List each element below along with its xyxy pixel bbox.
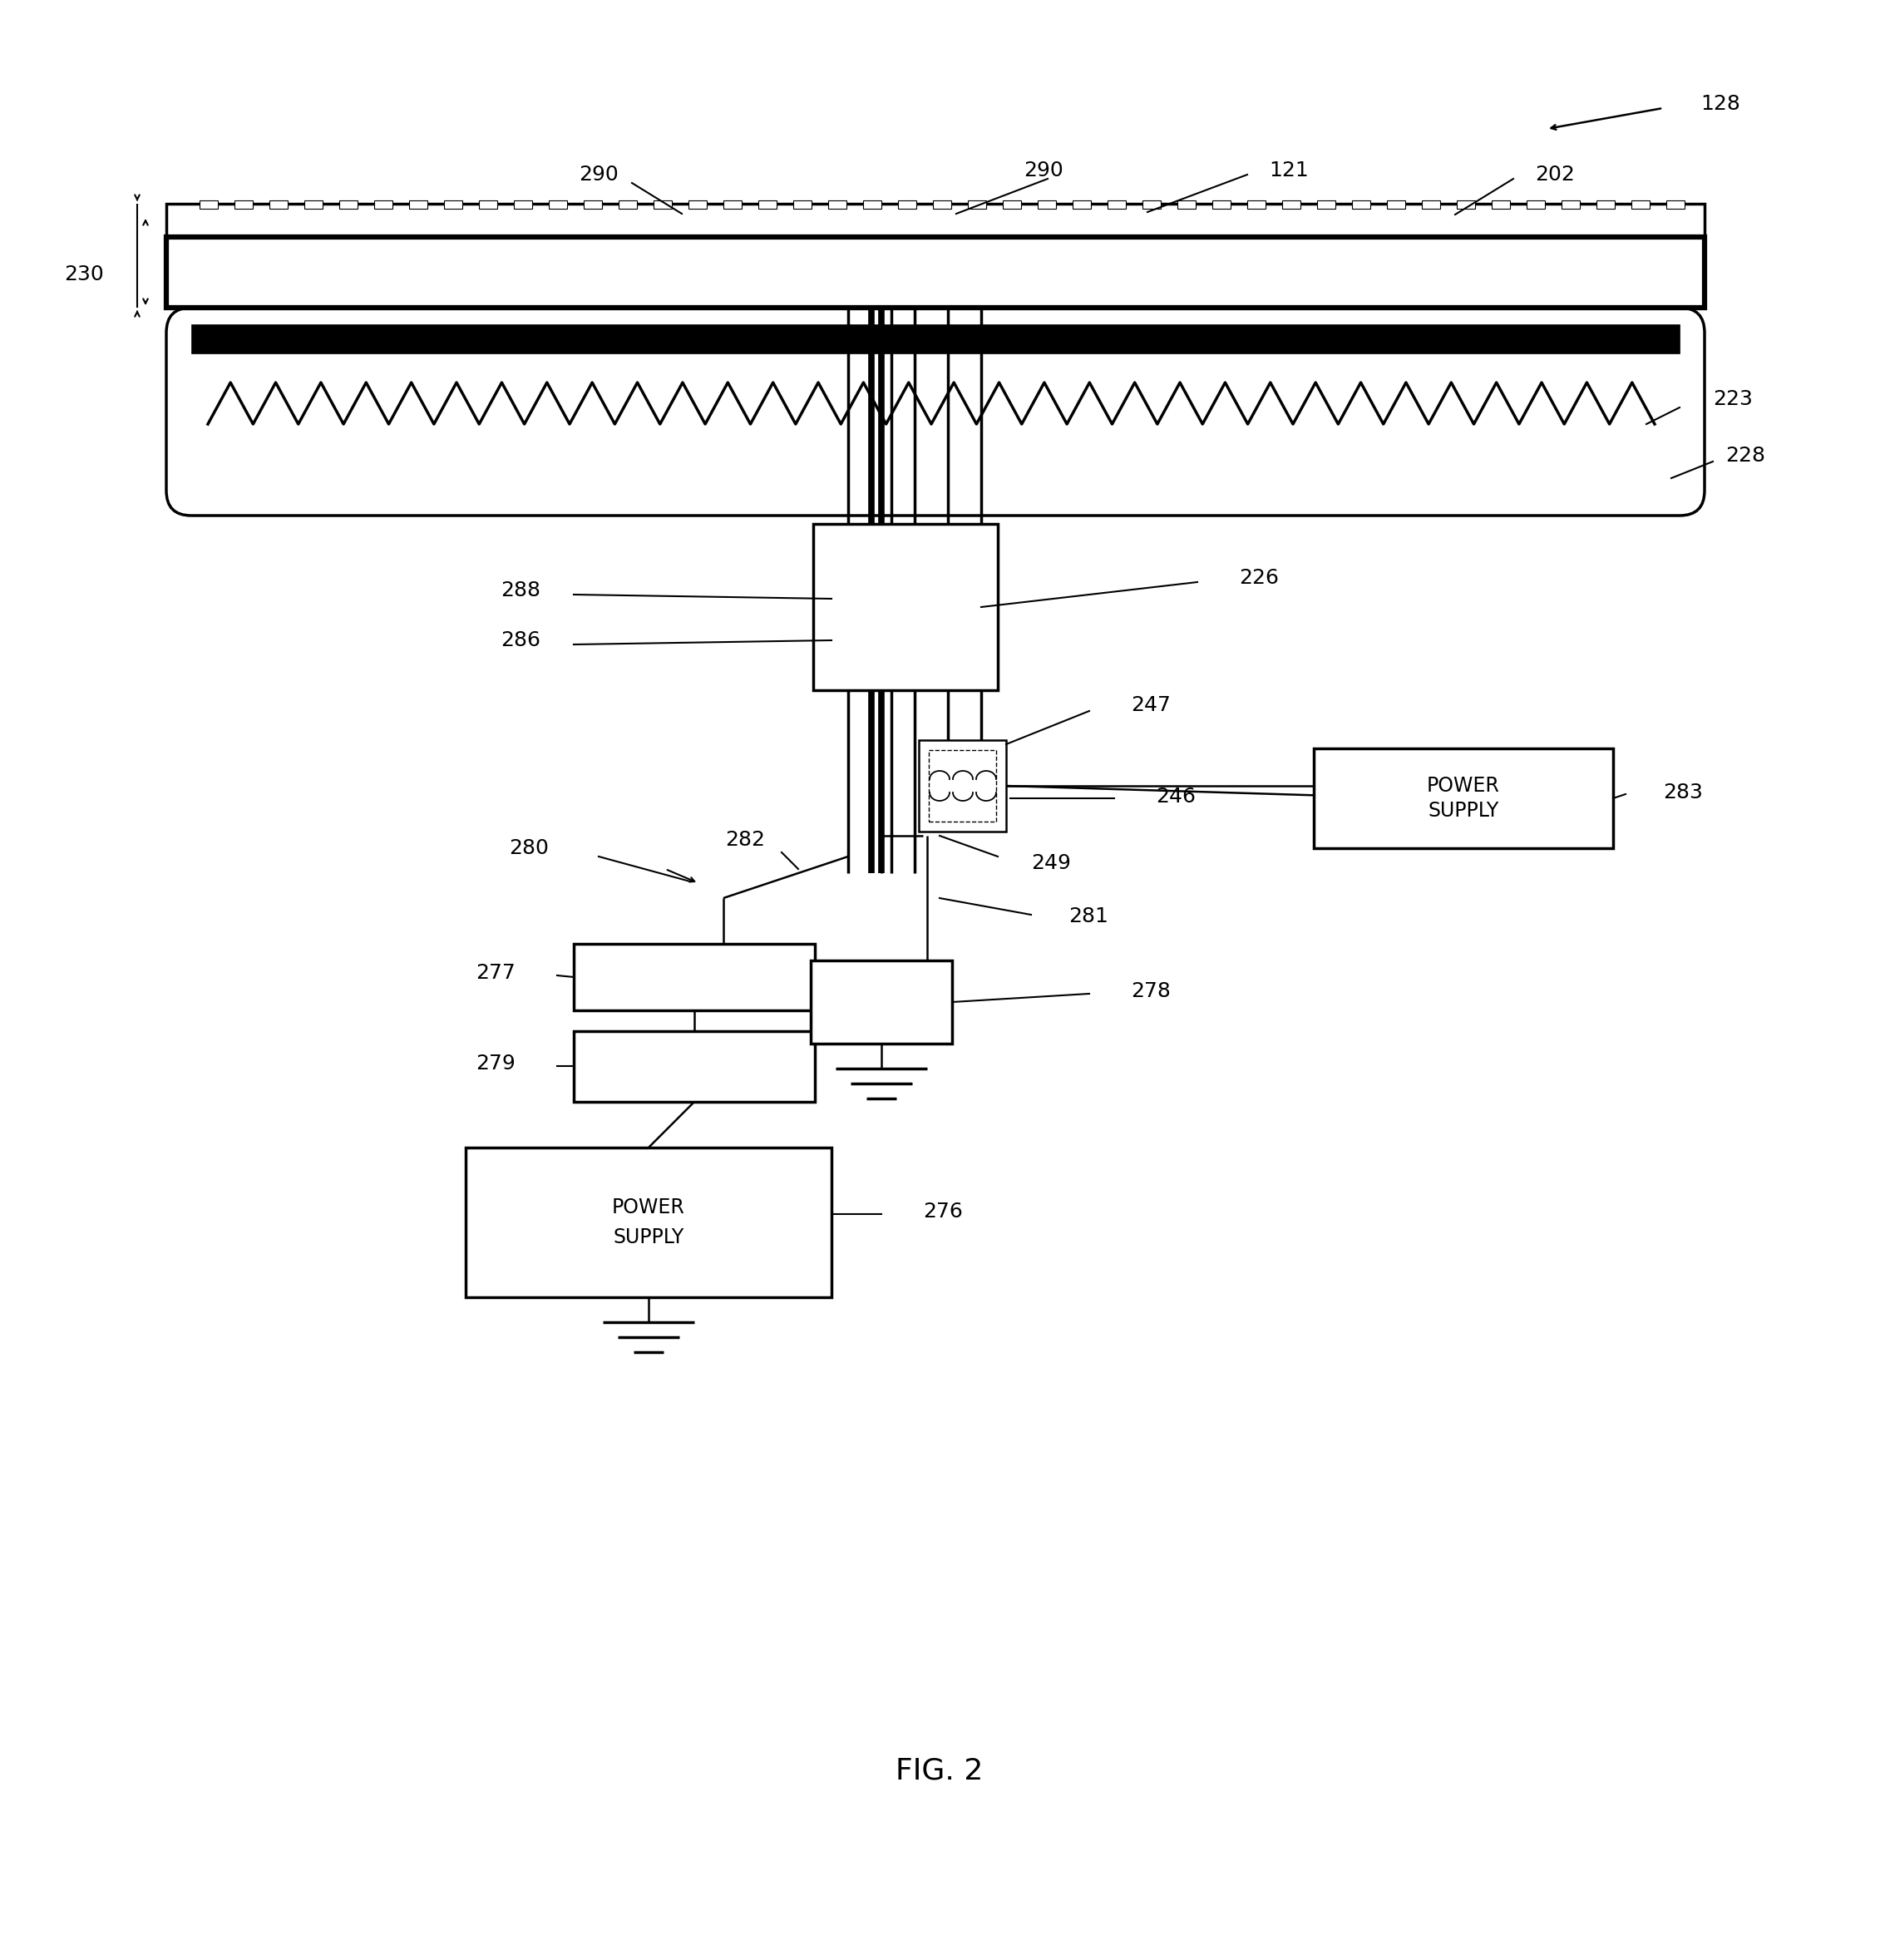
Bar — [688, 200, 707, 208]
Bar — [1632, 200, 1649, 208]
Bar — [165, 237, 1705, 308]
Bar — [199, 200, 218, 208]
Bar — [793, 200, 812, 208]
Bar — [1527, 200, 1545, 208]
Bar — [444, 200, 462, 208]
Text: 280: 280 — [509, 839, 549, 858]
Text: 246: 246 — [1156, 786, 1196, 808]
Bar — [305, 200, 323, 208]
Bar — [1666, 200, 1684, 208]
Bar — [919, 741, 1006, 831]
Bar — [932, 200, 951, 208]
Text: 288: 288 — [500, 580, 540, 600]
Bar — [513, 200, 532, 208]
Bar — [1107, 200, 1126, 208]
Bar — [1491, 200, 1510, 208]
Text: 286: 286 — [500, 631, 540, 651]
Bar — [1073, 200, 1090, 208]
Bar — [1177, 200, 1196, 208]
Bar — [165, 204, 1705, 237]
Bar — [338, 200, 357, 208]
Bar — [479, 200, 496, 208]
Text: 128: 128 — [1700, 94, 1741, 114]
Text: 121: 121 — [1269, 161, 1308, 180]
Bar — [1421, 200, 1440, 208]
Text: SUPPLY: SUPPLY — [613, 1227, 684, 1247]
Bar — [235, 200, 252, 208]
Bar — [1143, 200, 1160, 208]
Bar — [466, 1147, 831, 1298]
Text: 290: 290 — [579, 165, 619, 184]
Bar — [1318, 200, 1335, 208]
Text: 230: 230 — [64, 265, 103, 284]
Text: FIG. 2: FIG. 2 — [895, 1756, 983, 1786]
Bar — [1596, 200, 1615, 208]
Bar — [810, 960, 951, 1043]
Bar — [583, 200, 602, 208]
Bar — [549, 200, 568, 208]
Bar — [1002, 200, 1021, 208]
Bar — [968, 200, 987, 208]
Bar — [619, 200, 637, 208]
FancyBboxPatch shape — [165, 308, 1705, 515]
Bar — [654, 200, 671, 208]
Text: 281: 281 — [1068, 906, 1109, 927]
Bar — [1246, 200, 1265, 208]
Bar — [573, 945, 814, 1009]
Bar — [758, 200, 776, 208]
Bar — [573, 1031, 814, 1102]
Text: 276: 276 — [923, 1201, 963, 1221]
Text: POWER: POWER — [613, 1198, 684, 1217]
Text: 283: 283 — [1664, 782, 1703, 802]
Text: 277: 277 — [476, 962, 515, 982]
Bar — [929, 751, 996, 821]
Bar — [1213, 200, 1231, 208]
Text: POWER: POWER — [1427, 776, 1500, 796]
Text: 282: 282 — [726, 829, 765, 851]
Bar — [899, 200, 916, 208]
Text: 290: 290 — [1025, 161, 1064, 180]
Text: 247: 247 — [1132, 696, 1171, 715]
Text: 226: 226 — [1239, 568, 1278, 588]
Bar — [374, 200, 393, 208]
Bar — [1352, 200, 1371, 208]
Bar — [1314, 749, 1613, 849]
Bar — [410, 200, 427, 208]
Text: 249: 249 — [1030, 853, 1072, 872]
Bar — [724, 200, 743, 208]
Bar — [1387, 200, 1404, 208]
Text: 278: 278 — [1132, 982, 1171, 1002]
Text: 202: 202 — [1534, 165, 1575, 184]
Bar — [1038, 200, 1057, 208]
Text: 228: 228 — [1726, 445, 1765, 466]
Bar — [1562, 200, 1579, 208]
Bar — [269, 200, 288, 208]
Bar — [814, 523, 998, 690]
Text: 223: 223 — [1713, 390, 1752, 410]
Bar — [829, 200, 846, 208]
Bar — [1457, 200, 1476, 208]
Text: 279: 279 — [476, 1054, 515, 1074]
Text: SUPPLY: SUPPLY — [1429, 802, 1498, 821]
Bar — [1282, 200, 1301, 208]
Bar — [863, 200, 882, 208]
Bar — [192, 323, 1679, 353]
